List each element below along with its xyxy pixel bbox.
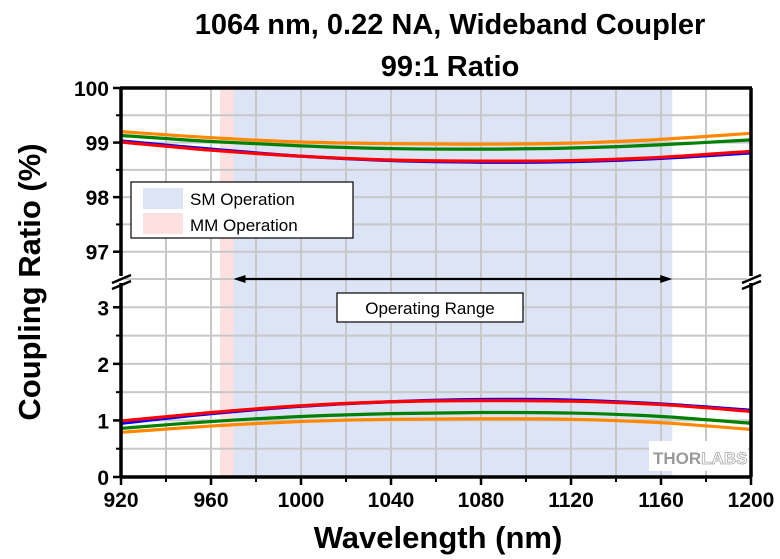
y-lower-tick-label: 1: [97, 410, 109, 433]
series-line-upper-green: [120, 133, 752, 151]
watermark-light: LABS: [701, 449, 747, 468]
axis-break-mark-left: [111, 273, 132, 285]
x-tick-label: 1080: [458, 489, 505, 512]
watermark-logo: THORLABS: [653, 449, 747, 468]
thorlabs-watermark: THORLABS: [649, 441, 748, 471]
x-tick-label: 1120: [548, 489, 594, 512]
data-series: [120, 130, 752, 434]
legend-label-sm: SM Operation: [190, 190, 295, 209]
operating-range-box: [336, 292, 524, 323]
legend-swatch-sm: [143, 188, 183, 209]
y-upper-tick-label: 98: [86, 187, 110, 210]
axis-break-mark-left: [111, 279, 132, 291]
series-line-lower-red: [120, 398, 752, 423]
watermark-background: [649, 441, 748, 471]
x-tick-label: 1040: [368, 489, 415, 512]
series-line-upper-red: [120, 140, 752, 163]
chart-subtitle: 99:1 Ratio: [381, 51, 520, 83]
axis-break-mark-right: [741, 273, 762, 285]
x-tick-label: 1000: [278, 489, 325, 512]
series-line-lower-green: [120, 410, 752, 430]
y-lower-tick-label: 2: [97, 354, 109, 377]
tick-labels: 920 960 1000 1040 1080 1120 1160 12009798991000…: [74, 78, 774, 512]
y-lower-tick-label: 0: [97, 467, 109, 490]
series-line-upper-orange: [120, 130, 752, 146]
y-upper-tick-label: 100: [74, 78, 109, 101]
x-tick-label: 920: [103, 489, 138, 512]
y-upper-tick-label: 99: [86, 133, 109, 156]
x-tick-label: 1200: [728, 489, 775, 512]
y-upper-tick-label: 97: [86, 242, 109, 265]
arrow-head-left: [233, 275, 246, 283]
operating-range-label-box: Operating Range: [336, 292, 524, 323]
y-axis-label: Coupling Ratio (%): [12, 143, 47, 420]
series-line-lower-orange: [120, 417, 752, 434]
operating-range-arrow: [233, 275, 673, 283]
watermark-dark: THOR: [653, 449, 701, 468]
y-lower-tick-label: 3: [97, 297, 109, 320]
axis-break-mark-right: [741, 279, 762, 291]
legend: SM Operation MM Operation: [130, 181, 354, 239]
x-tick-label: 960: [193, 489, 228, 512]
x-tick-label: 1160: [638, 489, 684, 512]
arrow-head-right: [660, 275, 673, 283]
chart-title: 1064 nm, 0.22 NA, Wideband Coupler: [195, 9, 706, 41]
x-axis-label: Wavelength (nm): [314, 520, 563, 555]
operating-range-label: Operating Range: [365, 299, 494, 318]
legend-label-mm: MM Operation: [190, 216, 298, 235]
legend-swatch-mm: [143, 213, 183, 234]
